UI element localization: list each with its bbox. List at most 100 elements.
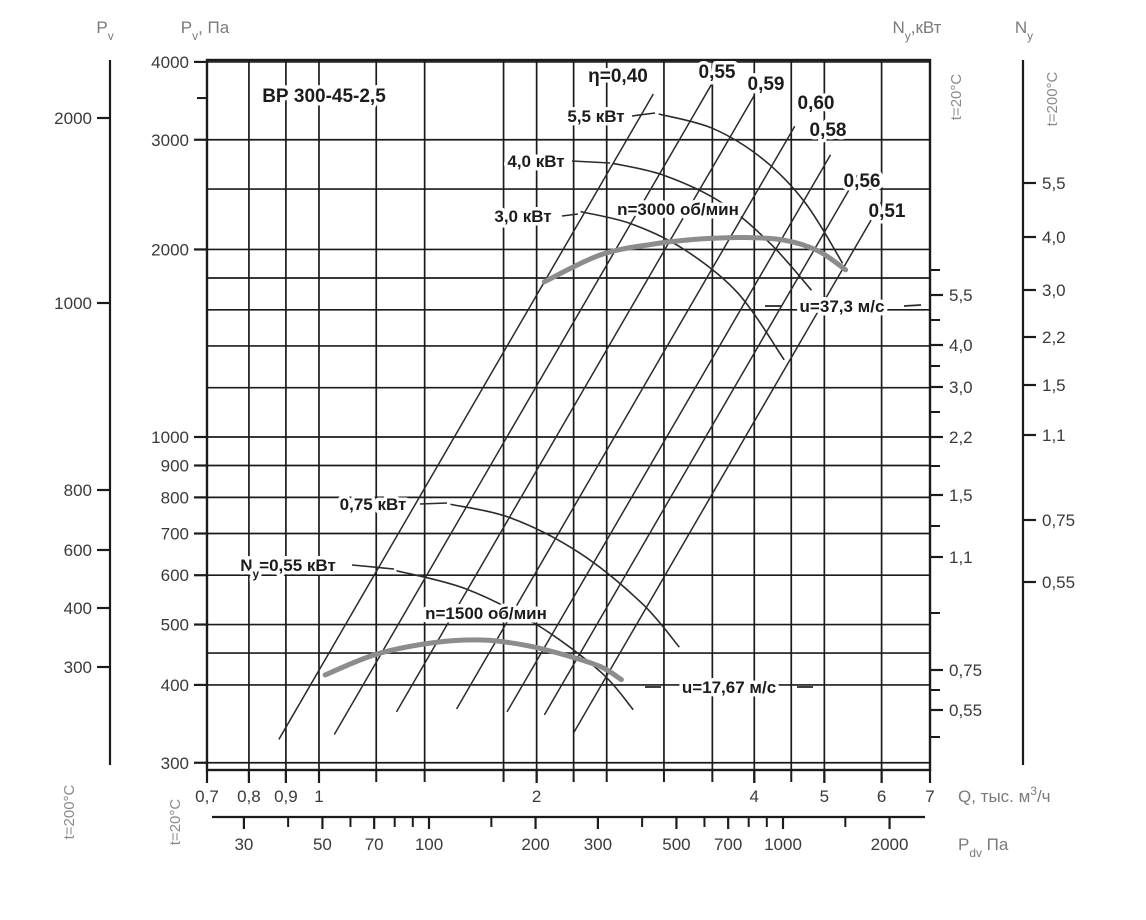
q-tick-label: 5: [820, 787, 829, 806]
u-label: u=37,3 м/с: [800, 297, 885, 316]
grid: [206, 60, 931, 770]
q-tick-label: 7: [925, 787, 934, 806]
axis-p-inner-left: 4000 3000 2000 1000 900 800 700 600 500 400 300 Pv,…: [151, 18, 230, 845]
efficiency-label-η=0,40: η=0,40: [588, 66, 648, 87]
power-curves: [351, 112, 844, 711]
n20-tick-label: 1,5: [949, 486, 973, 505]
q-tick-label: 0,7: [195, 787, 219, 806]
q-tick-label: 6: [877, 787, 886, 806]
axis-q: 0,7 0,8 0,9 1 2 4 5 6 7 Q, тыс. м3/ч: [195, 770, 1051, 806]
pv-tick-label: 300: [64, 658, 92, 677]
pv-tick-label: 2000: [54, 109, 92, 128]
pv-axis-temp: t=200°C: [61, 784, 78, 839]
pdv-tick-label: 50: [313, 835, 332, 854]
q-tick-label: 0,8: [237, 787, 261, 806]
pv-tick-label: 400: [64, 599, 92, 618]
efficiency-line-0,58: [506, 154, 832, 713]
n20-tick-label: 0,75: [949, 661, 982, 680]
efficiency-label-0,59: 0,59: [748, 74, 785, 95]
n200-axis-unit: Nу: [1015, 18, 1033, 43]
power-curve-leader: [419, 502, 448, 505]
n200-tick-label: 0,75: [1042, 511, 1075, 530]
pv-axis-unit: Pv: [96, 18, 113, 43]
efficiency-label-0,56: 0,56: [844, 171, 881, 192]
pv-tick-label: 1000: [54, 294, 92, 313]
performance-curves: [322, 234, 922, 688]
p-tick-label: 1000: [151, 428, 189, 447]
n200-tick-label: 4,0: [1042, 228, 1066, 247]
n200-tick-label: 0,55: [1042, 573, 1075, 592]
n20-tick-label: 4,0: [949, 336, 973, 355]
pv-tick-label: 800: [64, 481, 92, 500]
p-tick-label: 800: [161, 488, 189, 507]
n200-tick-label: 2,2: [1042, 328, 1066, 347]
p-tick-label: 600: [161, 566, 189, 585]
pdv-tick-label: 200: [521, 835, 549, 854]
efficiency-label-0,58: 0,58: [810, 120, 847, 141]
efficiency-line-0,56: [543, 170, 861, 716]
q-tick-label: 4: [750, 787, 759, 806]
power-curve-leader: [571, 160, 611, 164]
p-inner-axis-temp: t=20°C: [167, 799, 184, 846]
performance-curve-n=3000 об/мин: [541, 234, 849, 285]
axis-n-inner-right: 5,5 4,0 3,0 2,2 1,5 1,1 0,75 0,55 Nу,кВт t=20°C: [893, 18, 982, 738]
power-label-0,55 кВт: Nу=0,55 кВт: [240, 556, 336, 581]
p-tick-label: 700: [161, 525, 189, 544]
efficiency-line-η=0,40: [278, 93, 654, 740]
pdv-tick-label: 500: [662, 835, 690, 854]
n20-tick-label: 0,55: [949, 701, 982, 720]
n20-tick-label: 2,2: [949, 428, 973, 447]
n200-tick-label: 1,5: [1042, 376, 1066, 395]
n200-tick-label: 1,1: [1042, 426, 1066, 445]
power-curve-4,0 кВт: [612, 162, 813, 291]
pv-tick-label: 600: [64, 541, 92, 560]
pdv-axis-unit: Pdv Па: [958, 835, 1009, 860]
power-label-4,0 кВт: 4,0 кВт: [507, 152, 564, 171]
n200-axis-temp: t=200°C: [1044, 71, 1061, 126]
speed-label: n=3000 об/мин: [617, 200, 739, 219]
n20-tick-label: 1,1: [949, 548, 973, 567]
pdv-tick-label: 100: [415, 835, 443, 854]
power-label-5,5 кВт: 5,5 кВт: [567, 107, 624, 126]
axis-pdv: 30 50 70 100 200 300 500 700 1000 2000 Pdv Па: [212, 815, 1009, 860]
q-tick-label: 0,9: [274, 787, 298, 806]
pdv-tick-label: 1000: [764, 835, 802, 854]
p-tick-label: 400: [161, 676, 189, 695]
axis-n-outer-right: 5,5 4,0 3,0 2,2 1,5 1,1 0,75 0,55 Nу t=200°C: [1015, 18, 1075, 765]
p-tick-label: 900: [161, 457, 189, 476]
p-tick-label: 4000: [151, 53, 189, 72]
pdv-tick-label: 30: [234, 835, 253, 854]
efficiency-lines: [278, 82, 883, 740]
efficiency-label-0,60: 0,60: [798, 93, 835, 114]
power-curve-leader: [561, 213, 579, 217]
power-curve-leader: [351, 564, 395, 570]
speed-label: n=1500 об/мин: [425, 604, 547, 623]
pdv-tick-label: 300: [584, 835, 612, 854]
pdv-tick-label: 70: [365, 835, 384, 854]
p-inner-axis-unit: Pv, Па: [181, 18, 230, 43]
n200-tick-label: 3,0: [1042, 281, 1066, 300]
pdv-tick-label: 2000: [871, 835, 909, 854]
efficiency-line-0,59: [395, 95, 755, 713]
performance-curve-n=1500 об/мин: [322, 637, 624, 683]
q-tick-label: 2: [532, 787, 541, 806]
n20-tick-label: 3,0: [949, 378, 973, 397]
n200-tick-label: 5,5: [1042, 174, 1066, 193]
pdv-tick-label: 700: [714, 835, 742, 854]
n20-axis-temp: t=20°C: [948, 74, 965, 121]
plot-frame: [205, 58, 932, 772]
power-curve-leader: [631, 112, 656, 117]
q-tick-label: 1: [314, 787, 323, 806]
efficiency-line-0,60: [455, 125, 796, 710]
p-tick-label: 300: [161, 754, 189, 773]
q-axis-unit: Q, тыс. м3/ч: [958, 784, 1051, 806]
u-label-dash: [903, 304, 922, 307]
efficiency-line-0,51: [572, 201, 883, 734]
u-label: u=17,67 м/с: [682, 678, 776, 697]
n20-axis-unit: Nу,кВт: [893, 18, 942, 43]
efficiency-label-0,51: 0,51: [869, 201, 906, 222]
chart-title: ВР 300-45-2,5: [262, 86, 386, 107]
p-tick-label: 2000: [151, 240, 189, 259]
power-curve-3,0 кВт: [580, 210, 785, 361]
